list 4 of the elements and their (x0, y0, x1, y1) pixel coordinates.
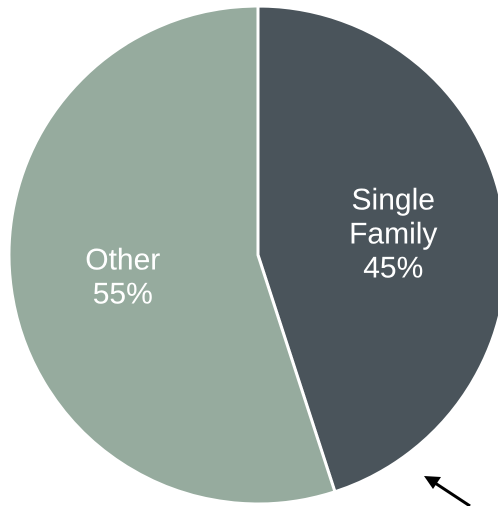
slice-label: Single Family (349, 184, 438, 251)
data-label: 55% (92, 277, 153, 310)
data-label: 45% (363, 252, 424, 285)
slice-label: Other (85, 243, 160, 276)
